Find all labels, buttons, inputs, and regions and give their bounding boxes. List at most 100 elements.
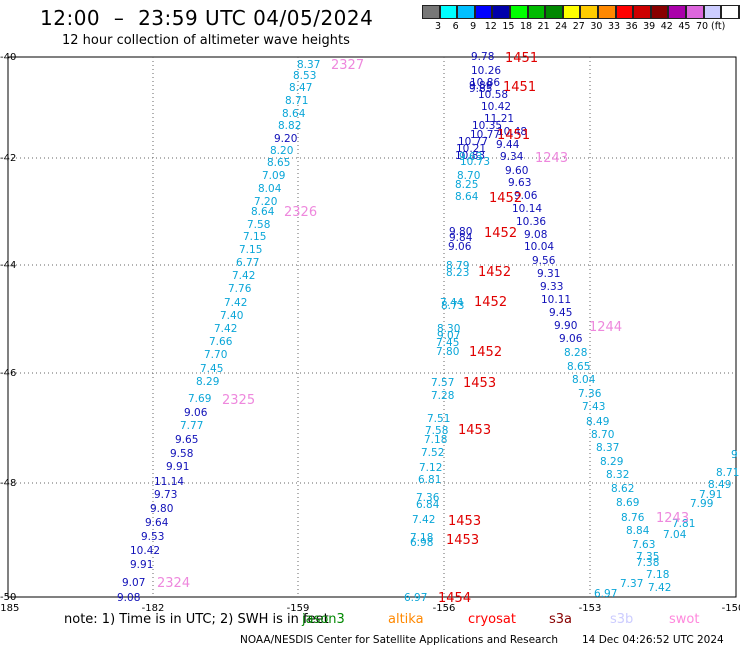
wave-height-value: 9.91 xyxy=(130,559,153,571)
legend-label: 21 xyxy=(537,21,550,32)
pass-number-label: 1452 xyxy=(474,295,507,310)
latitude-tick-label: -40 xyxy=(0,52,16,63)
latitude-tick-label: -44 xyxy=(0,260,16,271)
wave-height-value: 8.69 xyxy=(616,497,639,509)
wave-height-value: 7.57 xyxy=(431,377,454,389)
wave-height-value: 7.36 xyxy=(578,388,602,400)
wave-height-value: 6.97 xyxy=(404,592,427,604)
wave-height-value: 9.73 xyxy=(154,489,177,501)
wave-height-value: 7.35 xyxy=(636,551,659,563)
legend-label: 70 xyxy=(695,21,709,32)
wave-height-value: 8.65 xyxy=(567,361,590,373)
legend-label: 39 xyxy=(643,21,656,32)
pass-number-label: 1243 xyxy=(535,151,568,166)
wave-height-value: 9.06 xyxy=(514,190,538,202)
legend-swatch xyxy=(422,5,440,19)
wave-height-value: 9.53 xyxy=(141,531,164,543)
wave-height-value: 7.58 xyxy=(247,219,270,231)
wave-height-value: 10.11 xyxy=(541,294,571,306)
wave-height-value: 7.63 xyxy=(632,539,655,551)
legend-swatch xyxy=(509,5,528,19)
legend-label: 33 xyxy=(607,21,621,32)
wave-height-value: 7.69 xyxy=(188,393,211,405)
wave-height-value: 6.97 xyxy=(594,588,617,600)
wave-height-value: 7.04 xyxy=(663,529,687,541)
longitude-tick-label: -156 xyxy=(433,603,456,614)
wave-height-value: 8.29 xyxy=(196,376,219,388)
wave-height-value: 8.64 xyxy=(251,206,275,218)
wave-height-value: 10.04 xyxy=(524,241,554,253)
wave-height-values: 8.378.538.478.718.648.829.208.208.657.09… xyxy=(117,51,739,604)
legend-label: 36 xyxy=(625,21,638,32)
wave-height-value: 8.82 xyxy=(278,120,301,132)
legend-swatch xyxy=(439,5,458,19)
wave-height-value: 7.40 xyxy=(220,310,243,322)
wave-height-value: 8.49 xyxy=(708,479,731,491)
pass-number-label: 2327 xyxy=(331,58,364,73)
wave-height-value: 7.77 xyxy=(180,420,203,432)
longitude-tick-label: -150 xyxy=(722,603,740,614)
latitude-tick-label: -46 xyxy=(0,368,16,379)
wave-height-value: 9.45 xyxy=(549,307,572,319)
wave-height-value: 7.44 xyxy=(440,297,464,309)
wave-height-value: 10.48 xyxy=(497,126,527,138)
wave-height-value: 7.20 xyxy=(254,196,277,208)
wave-height-value: 7.45 xyxy=(436,337,459,349)
wave-height-value: 7.18 xyxy=(424,434,447,446)
wave-height-value: 7.43 xyxy=(582,401,605,413)
wave-height-value: 10.26 xyxy=(471,65,501,77)
wave-height-value: 9.58 xyxy=(170,448,193,460)
wave-height-value: 7.42 xyxy=(412,514,435,526)
pass-number-label: 1244 xyxy=(589,320,622,335)
wave-height-value: 6.81 xyxy=(418,474,441,486)
pass-number-label: 1452 xyxy=(469,345,502,360)
wave-height-value: 7.70 xyxy=(204,349,227,361)
wave-height-value: 9.91 xyxy=(166,461,189,473)
wave-height-value: 8.47 xyxy=(289,82,312,94)
wave-height-value: 9.06 xyxy=(184,407,208,419)
legend-swatch xyxy=(668,5,686,19)
pass-number-label: 1451 xyxy=(497,128,530,143)
legend-swatch xyxy=(685,5,704,19)
wave-height-value: 8.32 xyxy=(606,469,629,481)
wave-height-value: 7.45 xyxy=(200,363,223,375)
wave-height-value: 9.63 xyxy=(459,151,482,163)
wave-height-value: 8.70 xyxy=(457,170,480,182)
wave-height-value: 7.12 xyxy=(419,462,442,474)
legend-label: 30 xyxy=(590,21,603,32)
wave-height-value: 7.37 xyxy=(620,578,643,590)
wave-height-value: 7.76 xyxy=(228,283,252,295)
plot-border xyxy=(7,56,737,598)
pass-number-label: 1452 xyxy=(489,191,522,206)
mission-label-s3b: s3b xyxy=(610,612,634,627)
wave-height-value: 9.08 xyxy=(524,229,547,241)
wave-height-value: 9.08 xyxy=(117,592,140,604)
wave-height-value: 9.80 xyxy=(150,503,173,515)
legend-label: 9 xyxy=(470,21,477,32)
mission-label-s3a: s3a xyxy=(549,612,573,627)
pass-number-label: 1243 xyxy=(656,511,689,526)
wave-height-value: 9.20 xyxy=(274,133,297,145)
longitude-tick-label: -153 xyxy=(579,603,602,614)
legend-swatch xyxy=(738,5,740,19)
wave-height-value: 7.66 xyxy=(209,336,233,348)
wave-height-value: 7.51 xyxy=(427,413,450,425)
wave-height-value: 10.73 xyxy=(460,156,490,168)
wave-height-value: 7.42 xyxy=(224,297,247,309)
legend-swatch xyxy=(457,5,475,19)
wave-height-value: 6.84 xyxy=(416,499,440,511)
wave-height-value: 8.71 xyxy=(716,467,739,479)
wave-height-value: 10.77 xyxy=(470,129,500,141)
latitude-tick-label: -42 xyxy=(0,153,16,164)
pass-number-label: 1453 xyxy=(446,533,479,548)
wave-height-value: 10.42 xyxy=(481,101,511,113)
wave-height-value: 9.56 xyxy=(532,255,556,267)
wave-height-value: 9.44 xyxy=(496,139,520,151)
wave-height-value: 10.77 xyxy=(458,136,488,148)
axis-tick-labels: -185 -182 -159 -156 -153 -150 -40 -42 -44 -46 -48 -… xyxy=(0,52,740,614)
wave-height-value: 9.34 xyxy=(500,151,524,163)
wave-height-value: 8.04 xyxy=(572,374,596,386)
wave-height-value: 8.37 xyxy=(596,442,619,454)
mission-label-jason3: jason3 xyxy=(302,612,345,627)
timestamp-text: 14 Dec 04:26:52 UTC 2024 xyxy=(582,634,724,646)
